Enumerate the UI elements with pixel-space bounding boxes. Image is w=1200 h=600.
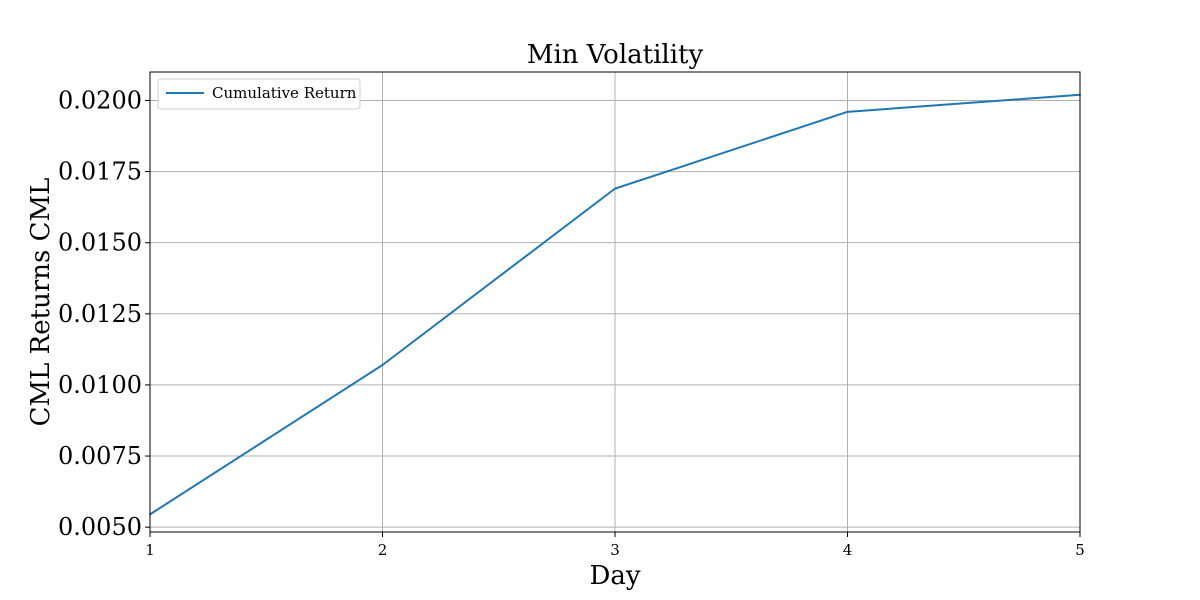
x-tick-label: 4: [843, 541, 853, 559]
y-tick-label: 0.0150: [58, 229, 142, 257]
grid: [149, 72, 1081, 532]
legend: Cumulative Return: [157, 78, 361, 110]
x-tick-label: 2: [378, 541, 388, 559]
x-tick-label: 1: [145, 541, 155, 559]
ticks: 0.0050 0.0075 0.0100 0.0125 0.0150 0.0175 0.02…: [58, 86, 1085, 559]
y-tick-label: 0.0075: [58, 442, 142, 470]
y-tick-label: 0.0050: [58, 513, 142, 541]
y-tick-label: 0.0200: [58, 86, 142, 114]
data-point: [614, 187, 616, 190]
y-axis-label: CML Returns CML: [26, 178, 56, 427]
legend-box: [157, 78, 361, 110]
chart-title: Min Volatility: [527, 40, 704, 70]
y-tick-label: 0.0100: [58, 371, 142, 399]
y-tick-label: 0.0125: [58, 300, 142, 328]
data-point: [381, 364, 384, 367]
data-point: [846, 110, 849, 113]
legend-label: Cumulative Return: [212, 84, 357, 102]
x-tick-label: 3: [610, 541, 620, 559]
x-axis-label: Day: [589, 561, 640, 591]
y-tick-label: 0.0175: [58, 158, 142, 186]
x-tick-label: 5: [1075, 541, 1085, 559]
